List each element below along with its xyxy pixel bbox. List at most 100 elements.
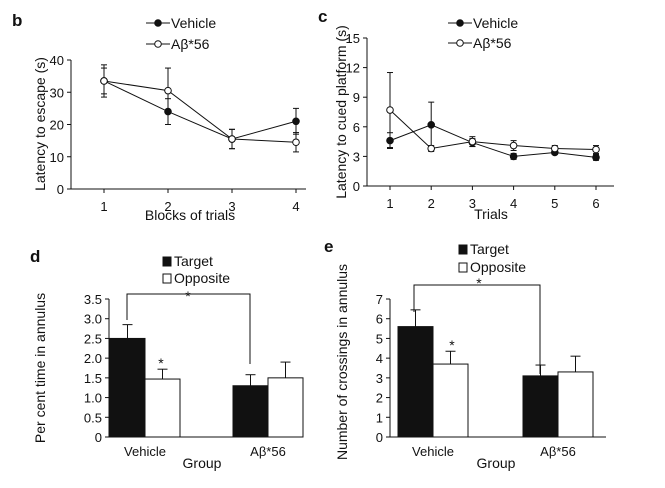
significance-star: *: [158, 355, 164, 371]
y-tick-label: 40: [50, 53, 64, 68]
bar-opposite: [267, 377, 304, 438]
x-axis-label: Group: [477, 455, 516, 471]
bar-target: [109, 337, 146, 438]
y-axis-label: Per cent time in annulus: [32, 293, 48, 443]
y-tick-label: 3: [353, 149, 360, 164]
y-tick-label: 1: [376, 410, 383, 425]
x-tick-label: 3: [228, 199, 235, 214]
data-point-abeta: [468, 137, 477, 146]
y-tick-label: 0: [95, 430, 102, 445]
x-tick-label: Aβ*56: [250, 444, 286, 459]
bar-opposite: [557, 371, 594, 438]
legend-label: Vehicle: [473, 15, 518, 31]
panel-letter-b: b: [12, 11, 22, 30]
y-tick-label: 1.5: [84, 371, 102, 386]
y-axis-label: Latency to escape (s): [32, 57, 48, 191]
y-tick-label: 3.5: [84, 292, 102, 307]
legend-swatch: [162, 256, 172, 267]
significance-star: *: [449, 337, 455, 353]
x-tick-label: 1: [100, 199, 107, 214]
x-tick-label: 1: [386, 196, 393, 211]
x-tick-label: Aβ*56: [540, 444, 576, 459]
legend-label: Opposite: [470, 259, 526, 275]
x-tick-label: 5: [551, 196, 558, 211]
y-tick-label: 0: [376, 430, 383, 445]
x-tick-label: 4: [292, 199, 299, 214]
y-tick-label: 12: [346, 61, 360, 76]
y-tick-label: 2: [376, 391, 383, 406]
y-tick-label: 5: [376, 331, 383, 346]
data-point-vehicle: [292, 117, 300, 126]
x-tick-label: Vehicle: [124, 444, 166, 459]
data-point-abeta: [386, 106, 394, 114]
x-tick-label: Vehicle: [412, 444, 454, 459]
legend-label: Target: [174, 253, 213, 269]
series-line-vehicle: [103, 80, 297, 140]
y-tick-label: 20: [50, 118, 64, 133]
x-axis-label: Blocks of trials: [145, 207, 235, 223]
y-tick-label: 9: [353, 90, 360, 105]
legend-marker: [456, 19, 464, 27]
x-axis-label: Trials: [474, 206, 508, 222]
legend-swatch: [458, 262, 468, 273]
significance-star: *: [476, 275, 482, 291]
x-tick-label: 2: [164, 199, 171, 214]
data-point-abeta: [228, 135, 236, 143]
legend-label: Vehicle: [171, 15, 216, 31]
data-point-vehicle: [592, 153, 600, 162]
data-point-abeta: [164, 86, 172, 95]
panel-letter-d: d: [30, 247, 40, 266]
x-axis-label: Group: [183, 455, 222, 471]
y-tick-label: 2.5: [84, 331, 102, 346]
y-tick-label: 0: [57, 182, 64, 197]
y-tick-label: 3.0: [84, 312, 102, 327]
legend-swatch: [458, 244, 468, 255]
data-point-abeta: [592, 145, 600, 154]
data-point-abeta: [292, 138, 300, 147]
significance-bracket: [413, 284, 541, 374]
x-tick-label: 6: [592, 196, 599, 211]
significance-bracket: [126, 293, 251, 364]
y-axis-label: Latency to cued platform (s): [333, 25, 349, 199]
series-line-abeta: [389, 109, 597, 150]
legend-marker: [154, 40, 162, 48]
significance-star: *: [185, 288, 191, 304]
y-axis-label: Number of crossings in annulus: [334, 264, 350, 460]
series-line-abeta: [103, 80, 297, 143]
y-tick-label: 10: [50, 150, 64, 165]
legend-marker: [154, 19, 162, 27]
y-tick-label: 0.5: [84, 410, 102, 425]
data-point-vehicle: [509, 152, 518, 161]
y-tick-label: 4: [376, 351, 383, 366]
bar-target: [522, 375, 559, 438]
legend-label: Aβ*56: [473, 35, 512, 51]
legend-marker: [456, 39, 464, 47]
legend-label: Aβ*56: [171, 36, 210, 52]
bar-target: [397, 326, 434, 438]
legend-label: Opposite: [174, 270, 230, 286]
y-tick-label: 6: [376, 312, 383, 327]
panel-letter-e: e: [324, 237, 333, 256]
bar-opposite: [144, 378, 181, 438]
panel-letter-c: c: [318, 7, 327, 26]
y-tick-label: 3: [376, 371, 383, 386]
bar-target: [232, 385, 269, 438]
data-point-abeta: [551, 144, 559, 153]
legend-swatch: [162, 273, 172, 284]
y-tick-label: 30: [50, 85, 64, 100]
x-tick-label: 4: [510, 196, 517, 211]
x-tick-label: 3: [469, 196, 476, 211]
y-tick-label: 1.0: [84, 391, 102, 406]
data-point-vehicle: [427, 121, 436, 129]
y-tick-label: 2.0: [84, 351, 102, 366]
y-tick-label: 0: [353, 179, 360, 194]
y-tick-label: 6: [353, 120, 360, 135]
data-point-abeta: [427, 144, 436, 153]
series-line-vehicle: [389, 124, 597, 158]
data-point-abeta: [100, 77, 108, 85]
legend-label: Target: [470, 241, 509, 257]
data-point-abeta: [509, 141, 518, 150]
y-tick-label: 7: [376, 292, 383, 307]
y-tick-label: 15: [346, 31, 360, 46]
